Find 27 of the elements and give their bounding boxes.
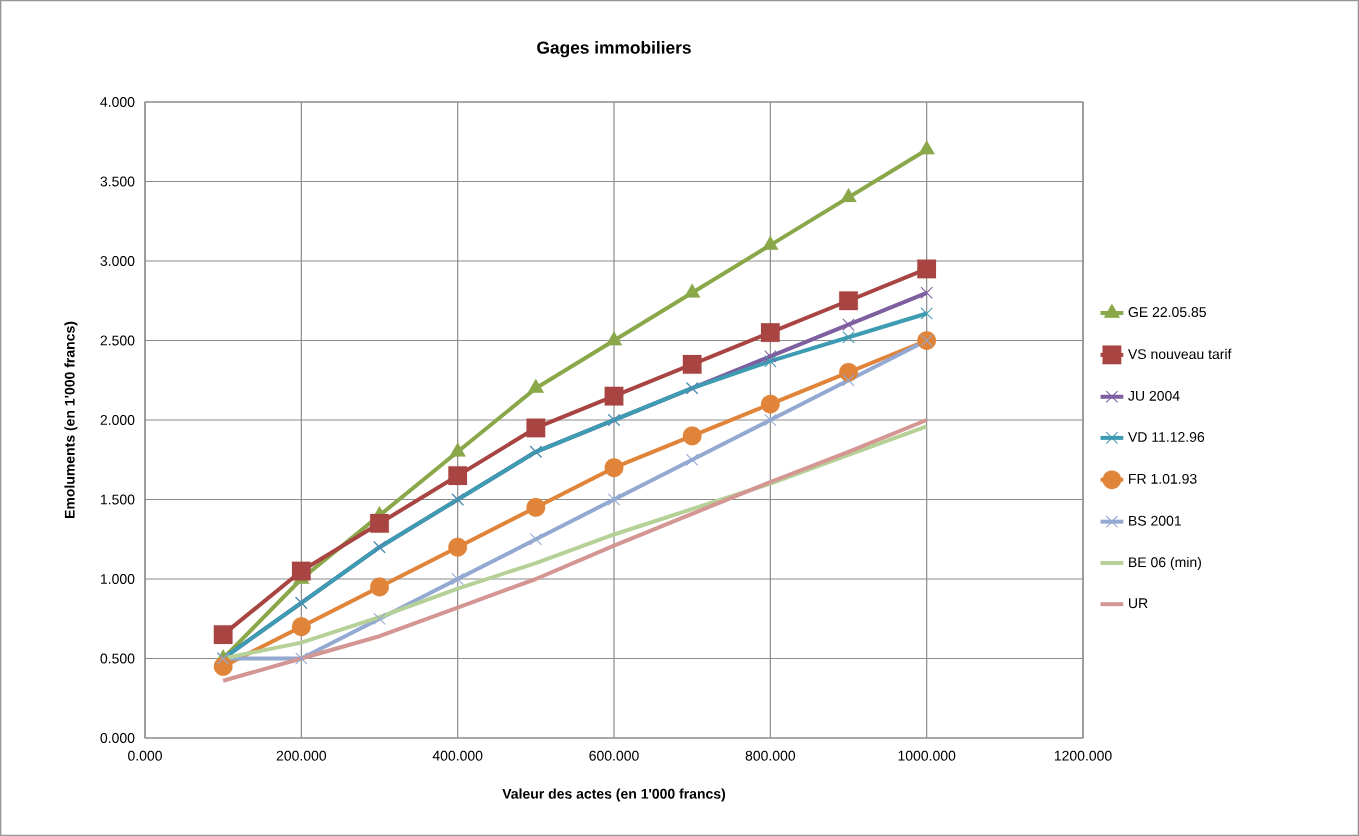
y-tick-label: 2.500 xyxy=(100,335,135,346)
legend-label: JU 2004 xyxy=(1128,390,1180,401)
y-tick-label: 0.000 xyxy=(100,733,135,743)
legend-label: VS nouveau tarif xyxy=(1128,348,1232,360)
legend-label: BE 06 (min) xyxy=(1129,556,1201,570)
x-tick-label: 800.000 xyxy=(745,750,796,761)
y-axis-title: Emoluments (en 1'000 francs) xyxy=(64,321,78,518)
legend-label: UR xyxy=(1129,598,1148,609)
x-tick-label: 1200.000 xyxy=(1054,750,1112,761)
y-tick-label: 3.500 xyxy=(100,176,135,187)
x-tick-label: 600.000 xyxy=(589,750,639,761)
legend-label: GE 22.05.85 xyxy=(1128,307,1206,318)
chart-title: Gages immobiliers xyxy=(537,41,691,58)
legend-label: FR 1.01.93 xyxy=(1129,473,1197,484)
x-tick-label: 1000.000 xyxy=(898,750,956,761)
x-tick-label: 400.000 xyxy=(432,750,483,761)
y-tick-label: 3.000 xyxy=(100,256,135,266)
legend-label: BS 2001 xyxy=(1129,515,1181,526)
y-tick-label: 1.000 xyxy=(100,574,135,584)
legend-label: VD 11.12.96 xyxy=(1128,432,1205,442)
y-tick-label: 0.500 xyxy=(100,653,135,664)
y-tick-label: 2.000 xyxy=(100,415,135,425)
y-tick-label: 1.500 xyxy=(100,494,135,505)
x-axis-title: Valeur des actes (en 1'000 francs) xyxy=(502,788,726,802)
x-tick-label: 0.000 xyxy=(128,750,162,761)
y-tick-label: 4.000 xyxy=(100,97,135,107)
x-tick-label: 200.000 xyxy=(276,750,327,761)
